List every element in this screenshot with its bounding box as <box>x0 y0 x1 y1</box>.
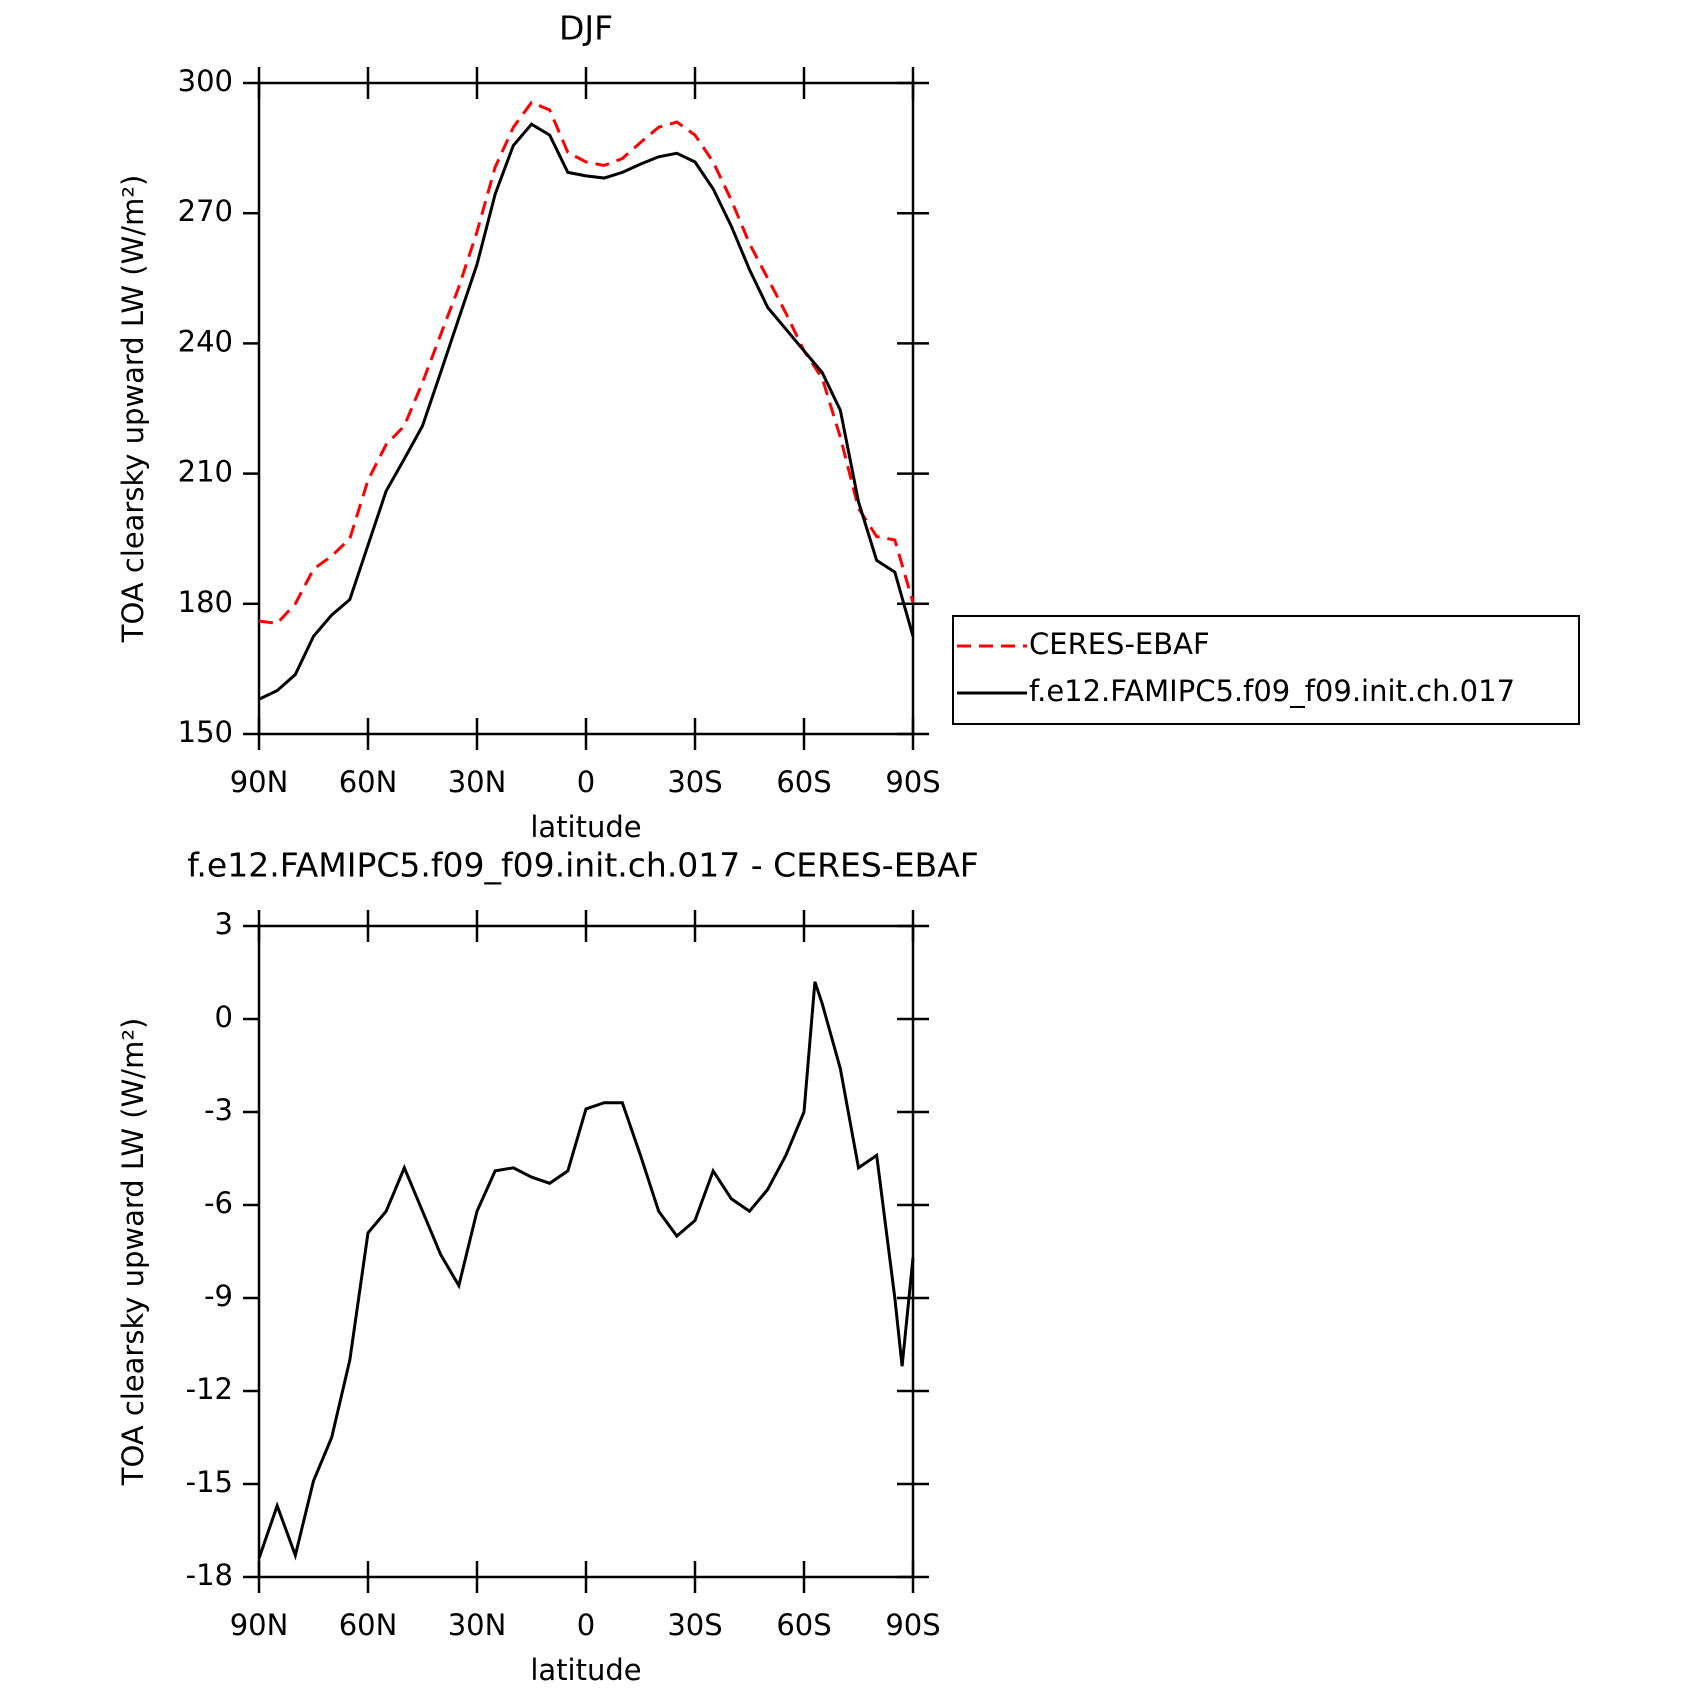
y-tick-label: 270 <box>178 194 233 228</box>
x-tick-label: 0 <box>577 1608 595 1642</box>
y-tick-label: 150 <box>178 715 233 749</box>
y-tick-label: -9 <box>204 1279 233 1313</box>
legend-box <box>952 615 1580 725</box>
y-tick-label: 300 <box>178 64 233 98</box>
legend-label: CERES-EBAF <box>1029 627 1210 661</box>
plot-frame <box>257 924 915 1579</box>
y-tick-label: -6 <box>204 1186 233 1220</box>
x-tick-label: 30N <box>448 765 507 799</box>
y-tick-label: 0 <box>215 1000 233 1034</box>
chart-title: f.e12.FAMIPC5.f09_f09.init.ch.017 - CERE… <box>187 846 979 885</box>
x-tick-label: 30S <box>667 1608 722 1642</box>
x-tick-label: 30S <box>667 765 722 799</box>
y-tick-label: 210 <box>178 455 233 489</box>
x-tick-label: 90S <box>885 765 940 799</box>
x-tick-label: 60S <box>776 765 831 799</box>
plot-frame <box>257 81 915 736</box>
x-tick-label: 90N <box>230 1608 289 1642</box>
y-axis-label: TOA clearsky upward LW (W/m²) <box>116 1018 150 1487</box>
y-tick-label: 240 <box>178 324 233 358</box>
y-tick-label: 180 <box>178 585 233 619</box>
x-tick-label: 60N <box>339 765 398 799</box>
data-line <box>258 122 915 701</box>
data-line <box>257 981 915 1561</box>
x-tick-label: 90N <box>230 765 289 799</box>
x-axis-label: latitude <box>530 1653 641 1687</box>
y-tick-label: 3 <box>215 907 233 941</box>
x-tick-label: 60S <box>776 1608 831 1642</box>
x-tick-label: 60N <box>339 1608 398 1642</box>
y-axis-label: TOA clearsky upward LW (W/m²) <box>116 175 150 644</box>
y-tick-label: -15 <box>186 1465 233 1499</box>
y-tick-label: -18 <box>186 1558 233 1592</box>
x-axis-label: latitude <box>530 810 641 844</box>
x-tick-label: 30N <box>448 1608 507 1642</box>
y-tick-label: -3 <box>204 1093 233 1127</box>
y-tick-label: -12 <box>186 1372 233 1406</box>
x-tick-label: 90S <box>885 1608 940 1642</box>
x-tick-label: 0 <box>577 765 595 799</box>
legend-label: f.e12.FAMIPC5.f09_f09.init.ch.017 <box>1029 674 1515 708</box>
chart-title: DJF <box>559 9 613 48</box>
